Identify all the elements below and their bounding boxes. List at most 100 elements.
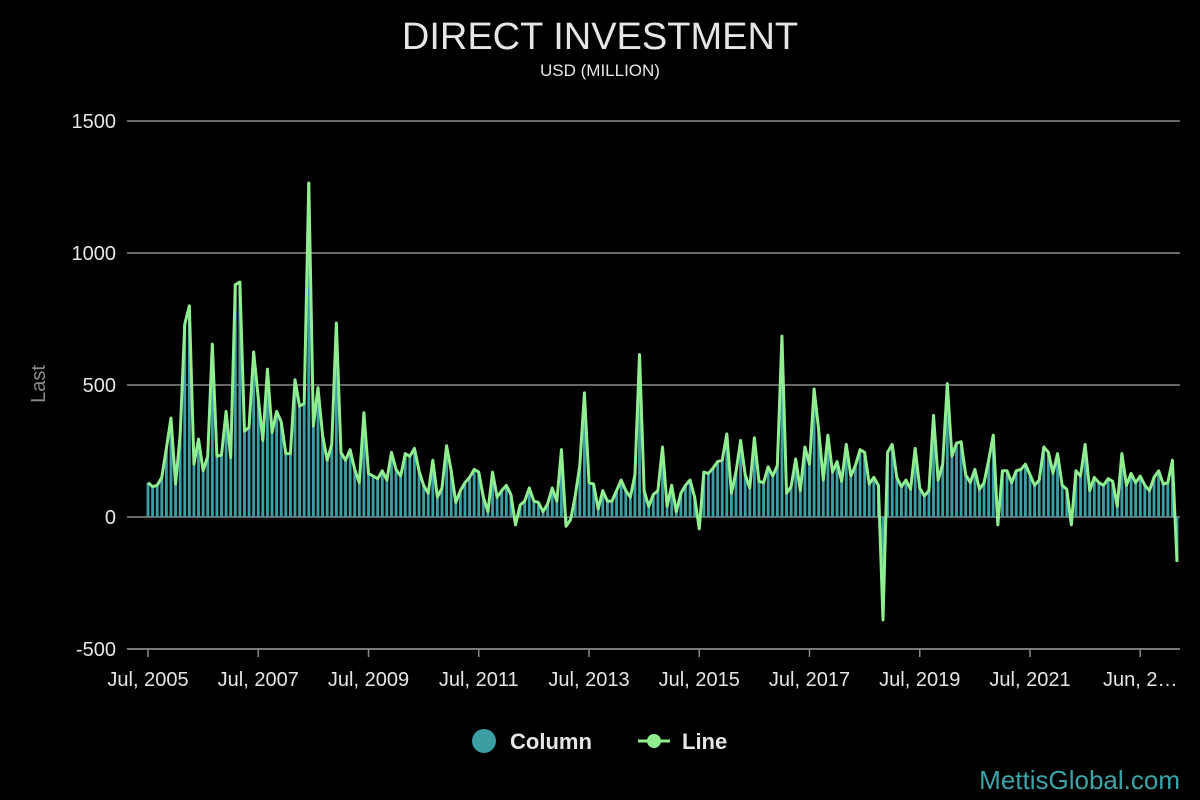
bar bbox=[734, 472, 738, 517]
bar bbox=[1023, 464, 1027, 517]
y-tick-label: 1500 bbox=[72, 111, 117, 133]
bar bbox=[371, 476, 375, 517]
bar bbox=[987, 460, 991, 517]
bar bbox=[656, 490, 660, 517]
bar bbox=[775, 465, 779, 517]
bar bbox=[399, 476, 403, 517]
legend-column-marker bbox=[472, 729, 496, 753]
bar bbox=[440, 487, 444, 517]
bar bbox=[146, 482, 150, 517]
x-tick-label: Jul, 2019 bbox=[879, 669, 960, 691]
bar bbox=[978, 489, 981, 517]
legend-line-label: Line bbox=[682, 729, 727, 754]
bar bbox=[748, 487, 752, 517]
bar bbox=[991, 435, 995, 517]
bar bbox=[532, 501, 536, 517]
x-tick-label: Jun, 2… bbox=[1103, 669, 1177, 691]
bar bbox=[247, 427, 251, 517]
bar bbox=[835, 461, 839, 517]
bar bbox=[560, 449, 563, 517]
series-line bbox=[147, 181, 1179, 622]
bar bbox=[973, 469, 977, 517]
bar bbox=[155, 485, 159, 517]
bar bbox=[270, 432, 274, 517]
bar bbox=[757, 481, 761, 517]
bar bbox=[481, 497, 485, 517]
bar bbox=[164, 448, 168, 517]
bar bbox=[174, 484, 177, 517]
bar bbox=[390, 452, 393, 517]
gridlines bbox=[127, 120, 1180, 650]
x-tick-label: Jul, 2005 bbox=[107, 669, 188, 691]
watermark: MettisGlobal.com bbox=[979, 765, 1180, 795]
bar bbox=[1083, 444, 1087, 517]
legend-item-column[interactable]: Column bbox=[472, 729, 592, 754]
bar bbox=[1046, 452, 1050, 517]
bar bbox=[688, 480, 692, 517]
bar bbox=[1102, 485, 1105, 517]
bar bbox=[844, 444, 848, 517]
bar bbox=[1166, 482, 1170, 517]
bar bbox=[491, 472, 494, 517]
bar bbox=[284, 453, 288, 517]
bar bbox=[661, 447, 664, 517]
bar bbox=[1014, 470, 1018, 517]
bar bbox=[913, 448, 917, 517]
bar bbox=[220, 454, 223, 517]
bar bbox=[178, 435, 182, 517]
bar bbox=[1143, 485, 1147, 517]
bar bbox=[725, 433, 729, 517]
bar bbox=[445, 445, 449, 517]
bar bbox=[357, 482, 361, 517]
bar bbox=[422, 485, 426, 517]
bar bbox=[385, 480, 389, 517]
bar bbox=[1051, 473, 1055, 517]
bar bbox=[394, 469, 398, 517]
bar bbox=[840, 481, 844, 517]
bar bbox=[1111, 481, 1115, 517]
bar bbox=[380, 470, 384, 517]
bar bbox=[500, 490, 504, 517]
bar bbox=[527, 487, 531, 517]
bar bbox=[550, 487, 554, 517]
bar bbox=[1042, 447, 1046, 517]
legend: Column Line bbox=[472, 729, 727, 754]
y-tick-label: 0 bbox=[105, 507, 116, 529]
bar bbox=[945, 383, 949, 517]
bar bbox=[339, 452, 343, 517]
bar bbox=[587, 482, 591, 517]
bar bbox=[192, 464, 196, 517]
bar bbox=[288, 453, 292, 517]
x-tick-label: Jul, 2009 bbox=[328, 669, 409, 691]
bar bbox=[224, 411, 228, 517]
line-series bbox=[147, 181, 1179, 622]
bar bbox=[610, 501, 614, 517]
bar bbox=[187, 305, 191, 517]
bar bbox=[325, 460, 329, 517]
bar bbox=[605, 501, 609, 517]
bar bbox=[210, 344, 214, 517]
legend-item-line[interactable]: Line bbox=[638, 729, 727, 754]
bar bbox=[707, 473, 710, 517]
x-tick-label: Jul, 2011 bbox=[439, 669, 519, 691]
bar bbox=[472, 469, 476, 517]
bar bbox=[537, 502, 540, 517]
bar bbox=[665, 506, 669, 517]
bar bbox=[504, 485, 508, 517]
bar bbox=[1152, 477, 1156, 517]
legend-line-marker bbox=[647, 734, 661, 748]
bar bbox=[867, 484, 871, 517]
x-tick-label: Jul, 2017 bbox=[769, 669, 850, 691]
bar bbox=[831, 472, 834, 517]
chart-subtitle: USD (MILLION) bbox=[540, 61, 660, 80]
x-tick-label: Jul, 2007 bbox=[218, 669, 299, 691]
bar bbox=[403, 453, 407, 517]
bar bbox=[968, 482, 972, 517]
bar bbox=[890, 444, 894, 517]
bar bbox=[716, 461, 720, 517]
bar bbox=[1092, 477, 1096, 517]
bar bbox=[573, 495, 577, 517]
bar bbox=[771, 476, 775, 517]
legend-column-label: Column bbox=[510, 729, 592, 754]
